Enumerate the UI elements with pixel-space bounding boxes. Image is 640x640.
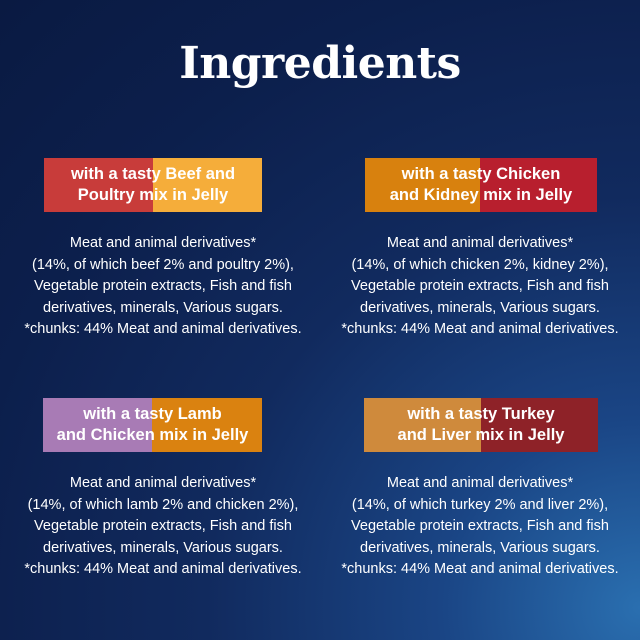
label-line: with a tasty Beef and [70, 165, 236, 183]
ingredient-line: (14%, of which chicken 2%, kidney 2%), [351, 256, 609, 273]
ingredient-line: Vegetable protein extracts, Fish and fis… [34, 518, 292, 534]
ingredients-text: Meat and animal derivatives* (14%, of whi… [320, 233, 640, 341]
product-label-banner: with a tasty Turkey and Liver mix in Jell… [364, 398, 598, 452]
ingredient-line: Meat and animal derivatives* [69, 475, 257, 491]
ingredient-line: Vegetable protein extracts, Fish and fis… [34, 278, 292, 294]
label-line: and Chicken mix in Jelly [56, 426, 249, 444]
ingredient-line: Vegetable protein extracts, Fish and fis… [351, 278, 609, 294]
ingredient-line: Meat and animal derivatives* [386, 475, 574, 491]
ingredient-line: derivatives, minerals, Various sugars. [43, 539, 283, 556]
product-label-banner: with a tasty Chicken and Kidney mix in Je… [365, 158, 597, 212]
ingredient-line: derivatives, minerals, Various sugars. [360, 299, 600, 316]
label-line: with a tasty Turkey [407, 405, 555, 423]
label-line: with a tasty Lamb [83, 405, 222, 423]
label-text: with a tasty Beef and Poultry mix in Jell… [71, 164, 235, 206]
ingredients-text: Meat and animal derivatives* (14%, of whi… [3, 473, 323, 581]
ingredient-line: *chunks: 44% Meat and animal derivatives… [24, 561, 302, 577]
ingredient-line: derivatives, minerals, Various sugars. [360, 539, 600, 556]
ingredient-line: *chunks: 44% Meat and animal derivatives… [341, 321, 619, 337]
ingredients-text: Meat and animal derivatives* (14%, of whi… [3, 233, 323, 341]
ingredients-text: Meat and animal derivatives* (14%, of whi… [320, 473, 640, 581]
label-text: with a tasty Chicken and Kidney mix in Je… [390, 164, 572, 206]
ingredient-line: Meat and animal derivatives* [69, 235, 257, 251]
ingredient-line: (14%, of which beef 2% and poultry 2%), [32, 256, 294, 273]
product-label-banner: with a tasty Lamb and Chicken mix in Jell… [43, 398, 262, 452]
ingredient-line: Vegetable protein extracts, Fish and fis… [351, 518, 609, 534]
product-label-banner: with a tasty Beef and Poultry mix in Jell… [44, 158, 262, 212]
page-title: Ingredients [179, 38, 461, 89]
label-line: and Liver mix in Jelly [397, 426, 565, 444]
label-text: with a tasty Turkey and Liver mix in Jell… [398, 404, 565, 446]
label-text: with a tasty Lamb and Chicken mix in Jell… [57, 404, 249, 446]
label-line: Poultry mix in Jelly [77, 186, 229, 204]
label-line: with a tasty Chicken [401, 165, 561, 183]
ingredient-line: (14%, of which lamb 2% and chicken 2%), [27, 496, 299, 513]
ingredient-line: *chunks: 44% Meat and animal derivatives… [24, 321, 302, 337]
ingredient-line: derivatives, minerals, Various sugars. [43, 299, 283, 316]
ingredient-line: *chunks: 44% Meat and animal derivatives… [341, 561, 619, 577]
label-line: and Kidney mix in Jelly [389, 186, 573, 204]
ingredient-line: (14%, of which turkey 2% and liver 2%), [351, 496, 609, 513]
ingredient-line: Meat and animal derivatives* [386, 235, 574, 251]
